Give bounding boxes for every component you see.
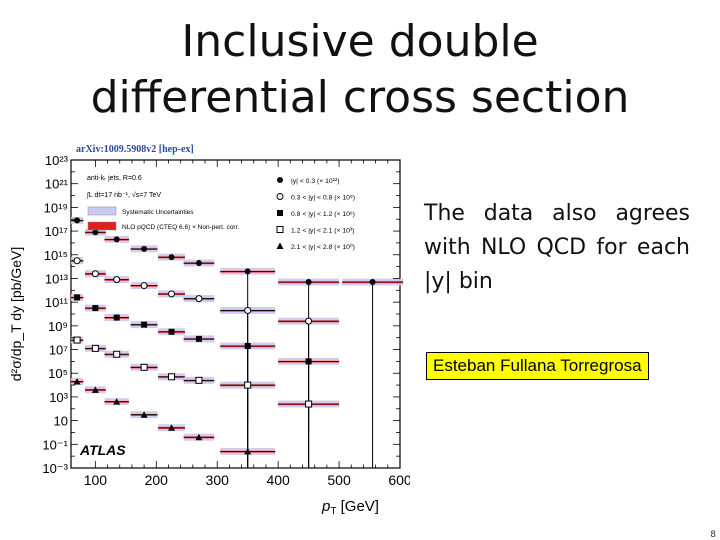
data-point — [74, 294, 81, 301]
data-point — [73, 336, 81, 344]
title-line-2: differential cross section — [90, 72, 630, 123]
data-point — [195, 335, 202, 342]
data-point — [92, 229, 99, 236]
data-point — [305, 400, 313, 408]
data-point — [140, 363, 148, 371]
y-tick-label: 10 — [54, 414, 68, 429]
y-tick-label: 10²¹ — [45, 177, 69, 192]
y-tick-label: 10⁷ — [49, 343, 68, 358]
systematic-legend-label: Systematic Uncertainties — [122, 209, 194, 216]
theory-bands — [71, 216, 404, 455]
legend-label: 1.2 < |y| < 2.1 (× 10³) — [291, 228, 354, 235]
y-axis-ticks: 10⁻³ 10⁻¹ 10 10³ 10⁵ 10⁷ 10⁹ 10¹¹ 10¹³ 10¹⁵ 10¹⁷ 10… — [42, 153, 400, 476]
data-point — [74, 217, 81, 224]
legend-marker — [277, 177, 283, 183]
legend-label: 2.1 < |y| < 2.8 (× 10⁰) — [291, 243, 355, 251]
data-point — [113, 314, 120, 321]
title-line-1: Inclusive double — [181, 16, 539, 67]
data-point — [244, 447, 252, 455]
slide-title: Inclusive double differential cross sect… — [0, 14, 720, 126]
data-point — [141, 321, 148, 328]
data-point — [140, 411, 148, 418]
y-tick-label: 10¹⁹ — [44, 200, 68, 215]
y-tick-label: 10¹³ — [45, 271, 69, 286]
y-tick-label: 10⁹ — [48, 319, 68, 334]
data-point — [168, 328, 175, 335]
data-point — [168, 290, 176, 298]
data-point — [195, 433, 203, 441]
page-number: 8 — [710, 530, 716, 540]
data-point — [244, 381, 252, 389]
y-tick-label: 10¹⁷ — [45, 224, 69, 239]
data-point — [140, 282, 148, 290]
legend-marker — [276, 226, 284, 233]
y-tick-label: 10⁵ — [48, 366, 68, 381]
x-tick-label: 600 — [388, 472, 410, 488]
jet-info-line: anti-kₜ jets, R=0.6 — [87, 175, 142, 182]
arxiv-label: arXiv:1009.5908v2 [hep-ex] — [76, 144, 194, 155]
data-point — [113, 276, 121, 284]
data-point — [305, 279, 312, 286]
x-tick-label: 300 — [206, 472, 230, 488]
data-point — [168, 254, 175, 261]
data-point — [113, 236, 120, 243]
plot-frame — [70, 159, 401, 469]
data-point — [244, 306, 252, 314]
series-legend: |y| < 0.3 (× 10¹²) 0.3 < |y| < 0.8 (× 10⁹… — [276, 177, 355, 251]
data-point — [141, 245, 148, 252]
data-point — [91, 344, 99, 352]
y-tick-label: 10⁻¹ — [42, 437, 68, 452]
y-tick-label: 10²³ — [45, 153, 69, 168]
y-tick-label: 10¹¹ — [45, 295, 69, 310]
data-point — [73, 257, 81, 265]
legend-label: 0.3 < |y| < 0.8 (× 10⁹) — [291, 195, 355, 202]
atlas-watermark: ATLAS — [79, 442, 126, 458]
data-point — [73, 378, 81, 385]
legend-label: 0.8 < |y| < 1.2 (× 10⁶) — [291, 211, 355, 218]
legend-marker — [276, 193, 284, 200]
data-point — [369, 279, 376, 286]
y-tick-label: 10⁻³ — [42, 461, 68, 476]
x-tick-label: 100 — [84, 472, 108, 488]
data-point — [168, 424, 176, 431]
x-axis-ticks: 100 200 300 400 500 600 — [84, 160, 410, 488]
data-point — [92, 305, 99, 312]
x-tick-label: 200 — [145, 472, 169, 488]
data-point — [113, 398, 121, 405]
cross-section-chart: arXiv:1009.5908v2 [hep-ex] 100 200 300 400 5… — [8, 144, 410, 517]
y-axis-label: d²σ/dp_T dy [pb/GeV] — [8, 247, 24, 381]
data-point — [195, 260, 202, 267]
data-point — [244, 342, 251, 349]
nlo-legend-label: NLO pQCD (CTEQ 6.6) × Non-pert. corr. — [122, 224, 239, 231]
systematic-swatch — [87, 206, 117, 216]
legend-label: |y| < 0.3 (× 10¹²) — [291, 178, 339, 185]
data-point — [305, 317, 313, 325]
data-points — [73, 217, 376, 455]
band-legend: Systematic Uncertainties NLO pQCD (CTEQ … — [87, 206, 239, 231]
y-tick-label: 10³ — [49, 390, 68, 405]
data-point — [305, 358, 312, 365]
data-point — [168, 373, 176, 381]
data-point — [244, 268, 251, 275]
data-point — [91, 386, 99, 393]
author-label: Esteban Fullana Torregrosa — [426, 352, 649, 380]
x-axis-label: pT [GeV] — [321, 498, 379, 517]
lumi-info-line: ∫L dt=17 nb⁻¹, √s=7 TeV — [86, 191, 161, 199]
x-tick-label: 400 — [266, 472, 290, 488]
data-point — [91, 270, 99, 278]
data-point — [195, 295, 203, 303]
data-point — [113, 350, 121, 358]
legend-marker — [276, 242, 284, 249]
commentary-text: The data also agrees with NLO QCD for ea… — [424, 201, 690, 294]
legend-marker — [277, 210, 283, 216]
y-tick-label: 10¹⁵ — [44, 248, 68, 263]
nlo-swatch — [87, 221, 117, 231]
x-tick-label: 500 — [327, 472, 351, 488]
data-point — [195, 376, 203, 384]
